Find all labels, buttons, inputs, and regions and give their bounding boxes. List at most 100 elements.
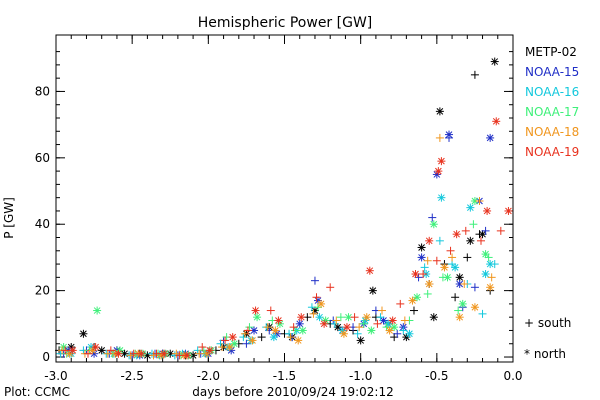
noaa-18-south-point — [423, 256, 432, 265]
noaa-18-south-point — [286, 333, 295, 342]
metp-02-north-point — [429, 313, 438, 322]
y-tick-label: 0 — [42, 350, 50, 364]
noaa-19-north-point — [274, 316, 283, 325]
noaa-19-north-point — [342, 323, 351, 332]
legend-north: * north — [524, 347, 566, 361]
noaa-18-north-point — [385, 326, 394, 335]
noaa-15-north-point — [486, 133, 495, 142]
noaa-15-south-point — [470, 283, 479, 292]
noaa-19-north-point — [205, 346, 214, 355]
y-axis: 0 20 40 60 80 — [35, 51, 513, 364]
noaa-19-south-point — [461, 226, 470, 235]
noaa-18-south-point — [355, 323, 364, 332]
legend-noaa-16: NOAA-16 — [525, 85, 579, 99]
noaa-15-north-point — [250, 326, 259, 335]
noaa-15-south-point — [481, 226, 490, 235]
noaa-19-south-point — [129, 349, 138, 358]
noaa-17-north-point — [470, 196, 479, 205]
noaa-19-north-point — [437, 157, 446, 166]
metp-02-north-point — [97, 346, 106, 355]
noaa-19-north-point — [251, 306, 260, 315]
x-tick-label: -3.0 — [44, 369, 67, 383]
data-markers — [55, 57, 513, 360]
noaa-19-south-point — [266, 306, 275, 315]
noaa-16-south-point — [399, 326, 408, 335]
metp-02-north-point — [435, 107, 444, 116]
y-tick-label: 60 — [35, 151, 50, 165]
noaa-16-north-point — [384, 319, 393, 328]
noaa-17-north-point — [429, 220, 438, 229]
noaa-19-north-point — [411, 270, 420, 279]
footer-credit: Plot: CCMC — [4, 385, 70, 399]
noaa-19-south-point — [496, 226, 505, 235]
noaa-18-north-point — [225, 343, 234, 352]
noaa-16-south-point — [420, 263, 429, 272]
y-axis-label: P [GW] — [2, 197, 16, 239]
noaa-19-south-point — [312, 293, 321, 302]
noaa-16-north-point — [361, 316, 370, 325]
noaa-16-south-point — [478, 309, 487, 318]
noaa-19-north-point — [504, 206, 513, 215]
noaa-16-south-point — [239, 333, 248, 342]
noaa-19-south-point — [152, 349, 161, 358]
metp-02-south-point — [257, 333, 266, 342]
y-tick-label: 20 — [35, 284, 50, 298]
noaa-16-north-point — [466, 203, 475, 212]
legend-noaa-18: NOAA-18 — [525, 125, 579, 139]
noaa-19-north-point — [160, 349, 169, 358]
x-tick-label: -1.0 — [349, 369, 372, 383]
noaa-16-south-point — [216, 339, 225, 348]
noaa-19-north-point — [434, 167, 443, 176]
noaa-19-south-point — [198, 343, 207, 352]
noaa-18-north-point — [317, 299, 326, 308]
noaa-19-north-point — [183, 351, 192, 360]
noaa-16-north-point — [451, 263, 460, 272]
legend-metp-02: METP-02 — [525, 45, 577, 59]
metp-02-north-point — [417, 243, 426, 252]
noaa-17-south-point — [469, 220, 478, 229]
x-tick-label: 0.0 — [503, 369, 522, 383]
noaa-16-north-point — [269, 333, 278, 342]
plot-frame — [55, 34, 514, 363]
x-axis-label: days before 2010/09/24 19:02:12 — [192, 385, 393, 399]
noaa-18-south-point — [475, 196, 484, 205]
noaa-19-north-point — [114, 349, 123, 358]
noaa-16-north-point — [405, 329, 414, 338]
noaa-19-north-point — [137, 349, 146, 358]
noaa-19-north-point — [228, 333, 237, 342]
noaa-18-north-point — [440, 263, 449, 272]
noaa-17-south-point — [359, 319, 368, 328]
noaa-18-south-point — [332, 316, 341, 325]
noaa-19-south-point — [61, 346, 70, 355]
noaa-19-south-point — [326, 283, 335, 292]
noaa-16-north-point — [481, 270, 490, 279]
noaa-19-north-point — [492, 117, 501, 126]
metp-02-south-point — [463, 253, 472, 262]
noaa-16-north-point — [315, 313, 324, 322]
legend-noaa-15: NOAA-15 — [525, 65, 579, 79]
noaa-19-north-point — [297, 313, 306, 322]
metp-02-north-point — [356, 336, 365, 345]
noaa-19-north-point — [68, 346, 77, 355]
plot-border — [55, 34, 514, 363]
noaa-18-north-point — [455, 313, 464, 322]
noaa-18-north-point — [294, 336, 303, 345]
noaa-16-south-point — [435, 236, 444, 245]
x-tick-label: -0.5 — [425, 369, 448, 383]
noaa-17-north-point — [253, 313, 262, 322]
noaa-16-north-point — [437, 193, 446, 202]
noaa-18-north-point — [271, 326, 280, 335]
x-tick-label: -1.5 — [273, 369, 296, 383]
y-tick-label: 80 — [35, 84, 50, 98]
noaa-17-north-point — [59, 343, 68, 352]
noaa-18-south-point — [460, 279, 469, 288]
noaa-18-south-point — [218, 343, 227, 352]
noaa-19-north-point — [365, 266, 374, 275]
noaa-19-south-point — [83, 349, 92, 358]
noaa-19-south-point — [446, 246, 455, 255]
noaa-18-north-point — [362, 313, 371, 322]
y-tick-label: 40 — [35, 217, 50, 231]
noaa-19-north-point — [452, 230, 461, 239]
metp-02-north-point — [490, 57, 499, 66]
legend-noaa-17: NOAA-17 — [525, 105, 579, 119]
